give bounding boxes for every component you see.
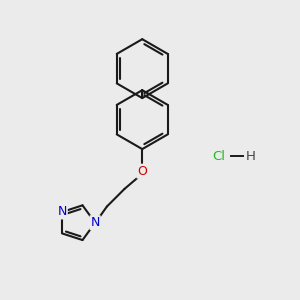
Text: H: H bbox=[245, 150, 255, 163]
Text: O: O bbox=[137, 165, 147, 178]
Text: Cl: Cl bbox=[212, 150, 225, 163]
Text: N: N bbox=[91, 216, 100, 229]
Text: N: N bbox=[57, 206, 67, 218]
